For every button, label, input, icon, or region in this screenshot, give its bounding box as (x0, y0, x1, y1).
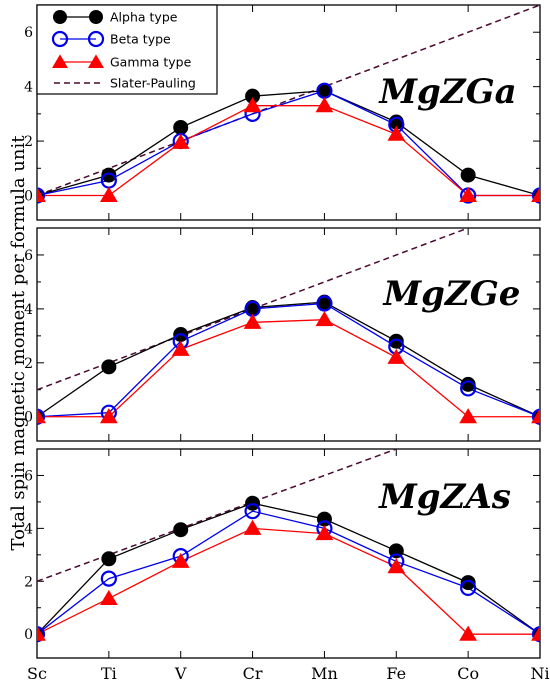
panel-2: 0 2 4 6 MgZGe (24, 227, 541, 442)
beta-series-line (37, 302, 540, 418)
gamma-series-line (37, 105, 540, 197)
slater-pauling-line (37, 449, 397, 582)
alpha-point (101, 359, 117, 375)
gamma-series-line (37, 319, 540, 418)
y-tick-label: 2 (24, 134, 33, 150)
legend-label: Alpha type (110, 10, 178, 25)
panel-frame (36, 448, 541, 659)
panel-frame (36, 227, 541, 442)
beta-point (460, 579, 477, 596)
gamma-point (99, 589, 118, 605)
beta-point (244, 503, 261, 520)
y-tick-label: 0 (24, 627, 33, 643)
legend-label: Beta type (110, 32, 171, 47)
gamma-point (37, 186, 46, 203)
gamma-point (459, 625, 478, 641)
alpha-series-line (37, 301, 540, 418)
gamma-point (99, 408, 118, 424)
gamma-point (531, 625, 540, 641)
gamma-point (37, 625, 46, 641)
beta-point (37, 187, 46, 204)
beta-point (316, 295, 333, 312)
alpha-series-line (37, 90, 540, 197)
gamma-point (459, 186, 478, 203)
beta-point (37, 626, 46, 643)
beta-series-line (37, 90, 540, 197)
y-tick-label: 6 (24, 248, 33, 264)
gamma-point (531, 186, 540, 203)
gamma-point (171, 340, 190, 356)
y-tick-label: 4 (24, 521, 33, 537)
alpha-point (173, 119, 189, 135)
legend-box (36, 4, 218, 95)
y-tick-label: 2 (24, 356, 33, 372)
legend-beta-marker (87, 30, 105, 48)
x-tick-label: Co (457, 664, 479, 683)
gamma-point (243, 313, 262, 329)
alpha-point (101, 551, 117, 567)
panel-1: 0 2 4 6 MgZGa (24, 4, 541, 221)
alpha-point (173, 522, 189, 538)
legend: Alpha type Beta type Gamma type Slater-Paul… (36, 4, 218, 95)
beta-point (100, 570, 117, 587)
gamma-point (387, 558, 406, 574)
gamma-point (171, 552, 190, 568)
x-tick-label: Cr (243, 664, 263, 683)
legend-gamma-marker (88, 54, 104, 68)
panel-title: MgZAs (378, 477, 511, 517)
alpha-series-line (37, 502, 540, 635)
y-axis-label: Total spin magnetic moment per formula u… (8, 135, 29, 551)
legend-beta-marker (51, 30, 69, 48)
alpha-point (101, 167, 117, 183)
beta-point (460, 380, 477, 397)
y-tick-label: 4 (24, 302, 33, 318)
alpha-point (388, 333, 404, 349)
gamma-point (99, 186, 118, 203)
beta-series-line (37, 510, 540, 635)
x-tick-label: Fe (386, 664, 406, 683)
gamma-series-line (37, 527, 540, 635)
legend-alpha-marker (89, 10, 103, 24)
gamma-point (531, 408, 540, 424)
x-tick-label: Sc (27, 664, 47, 683)
panel-frame (36, 4, 541, 221)
panels: 0 2 4 6 MgZGa 0 2 4 6 MgZGe 0 2 4 6 MgZAs (24, 4, 541, 659)
gamma-point (243, 97, 262, 113)
y-tick-label: 4 (24, 80, 33, 96)
x-tick-label: V (174, 664, 187, 683)
gamma-point (387, 348, 406, 364)
gamma-point (171, 133, 190, 149)
legend-gamma-marker (52, 54, 68, 68)
gamma-point (243, 519, 262, 535)
panel-3: 0 2 4 6 MgZAs (24, 448, 541, 659)
beta-point (531, 626, 540, 643)
x-tick-label: Ni (530, 664, 549, 683)
x-axis-labels: Sc Ti V Cr Mn Fe Co Ni (27, 664, 550, 683)
legend-label: Gamma type (110, 55, 192, 70)
panel-title: MgZGa (378, 72, 516, 112)
beta-point (531, 187, 540, 204)
alpha-point (460, 575, 476, 591)
y-tick-label: 0 (24, 410, 33, 426)
beta-point (37, 408, 46, 425)
y-tick-label: 6 (24, 468, 33, 484)
legend-alpha-marker (53, 10, 67, 24)
x-tick-label: Mn (311, 664, 338, 683)
x-tick-label: Ti (101, 664, 117, 683)
panel-title: MgZGe (383, 274, 521, 314)
beta-point (531, 408, 540, 425)
y-tick-label: 0 (24, 189, 33, 205)
y-tick-label: 6 (24, 25, 33, 41)
gamma-point (315, 311, 334, 327)
gamma-point (315, 97, 334, 113)
gamma-point (459, 408, 478, 424)
gamma-point (387, 125, 406, 141)
gamma-point (315, 525, 334, 541)
legend-label: Slater-Pauling (110, 76, 196, 91)
gamma-point (37, 408, 46, 424)
alpha-point (460, 167, 476, 183)
y-tick-label: 2 (24, 574, 33, 590)
